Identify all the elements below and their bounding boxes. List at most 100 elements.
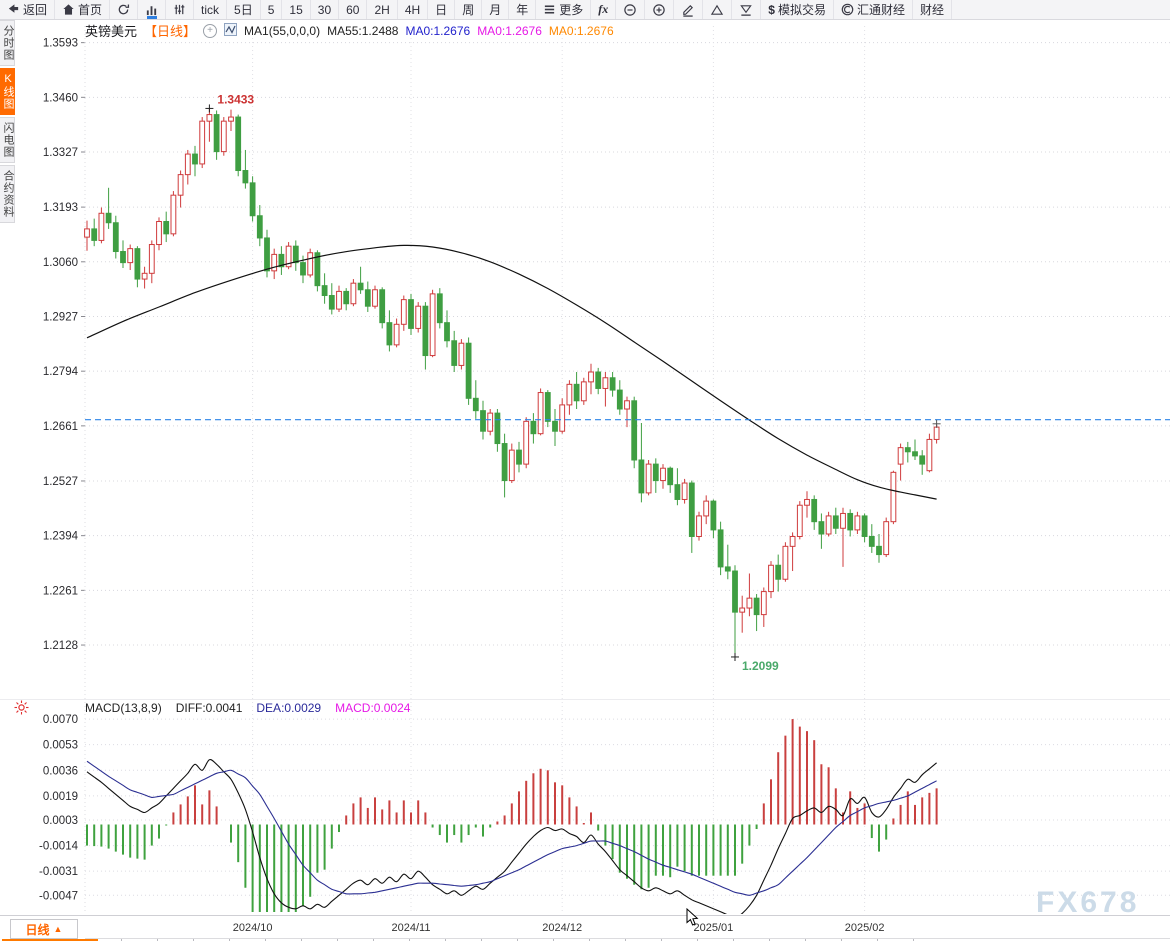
sidebar-tab-contract-info[interactable]: 合约资料 <box>0 165 15 223</box>
price-axis-label: 1.3193 <box>43 202 78 214</box>
period-selector-label: 日线 <box>25 922 50 937</box>
refresh-icon <box>117 3 130 16</box>
indicator-button[interactable] <box>166 0 195 19</box>
period-2h-label: 2H <box>374 2 390 17</box>
period-year-button[interactable]: 年 <box>509 0 537 19</box>
price-axis-label: 1.2394 <box>43 531 79 543</box>
macd-header: MACD(13,8,9) DIFF:0.0041 DEA:0.0029 MACD… <box>85 701 410 715</box>
price-axis-label: 1.2661 <box>43 421 78 433</box>
triangle-down-button[interactable] <box>732 0 762 19</box>
bar-chart-icon <box>145 3 158 16</box>
tick-button[interactable]: tick <box>194 0 228 19</box>
triangle-up-button[interactable] <box>703 0 733 19</box>
macd-axis-label: 0.0036 <box>43 765 78 777</box>
triangle-down-icon <box>739 3 753 17</box>
ma0-value-orange: MA0:1.2676 <box>548 23 614 38</box>
orange-indicator-strip <box>2 939 98 941</box>
sliders-icon <box>173 3 186 16</box>
macd-settings-icon[interactable] <box>14 700 29 720</box>
finance-button[interactable]: 财经 <box>913 0 952 19</box>
more-button[interactable]: 更多 <box>536 0 592 19</box>
chart-type-button[interactable] <box>138 0 167 19</box>
zoom-out-icon <box>623 3 637 17</box>
period-selector[interactable]: 日线 ▲ <box>10 919 78 939</box>
sidebar-tab-lightning[interactable]: 闪电图 <box>0 117 15 163</box>
macd-diff-value: DIFF:0.0041 <box>175 701 243 715</box>
price-axis-label: 1.3460 <box>43 92 78 104</box>
symbol-name: 英镑美元 <box>85 24 138 39</box>
circle-plus-icon[interactable]: + <box>203 23 218 38</box>
period-month-button[interactable]: 月 <box>482 0 510 19</box>
more-label: 更多 <box>559 3 584 17</box>
fx-icon: fx <box>598 2 609 16</box>
macd-settings-label: MACD(13,8,9) <box>85 701 162 715</box>
home-label: 首页 <box>78 3 103 17</box>
period-5-button[interactable]: 5 <box>261 0 283 19</box>
sidebar-tab-timeshare[interactable]: 分时图 <box>0 20 15 66</box>
back-icon <box>7 3 20 16</box>
more-icon <box>543 3 556 16</box>
x-axis-month-label: 2024/12 <box>542 922 583 934</box>
period-4h-label: 4H <box>404 2 421 17</box>
x-axis-month-label: 2025/02 <box>844 922 885 934</box>
high-annotation: 1.3433 <box>217 92 254 106</box>
period-4h-button[interactable]: 4H <box>398 0 429 19</box>
period-15-button[interactable]: 15 <box>282 0 311 19</box>
macd-bar-value: MACD:0.0024 <box>335 701 411 715</box>
period-week-button[interactable]: 周 <box>455 0 483 19</box>
toolbar: 返回 首页 tick 5日 5 15 30 60 2H 4H 日周月年 更多 fx $ 模拟交易 汇通财经 财经 <box>0 0 1170 20</box>
macd-axis-label: 0.0003 <box>43 815 78 827</box>
period-day-button[interactable]: 日 <box>428 0 456 19</box>
x-axis-month-label: 2024/10 <box>232 922 273 934</box>
price-axis-label: 1.2527 <box>43 476 78 488</box>
macd-dea-value: DEA:0.0029 <box>256 701 322 715</box>
period-2h-button[interactable]: 2H <box>367 0 398 19</box>
zoom-in-icon <box>652 3 666 17</box>
finance-label: 财经 <box>919 3 944 17</box>
period-30-label: 30 <box>317 2 332 17</box>
chart-header: 英镑美元 【日线】 + MA1(55,0,0,0) MA55:1.2488 MA… <box>85 21 614 40</box>
axis-minor-ticks <box>85 939 945 941</box>
period-60-button[interactable]: 60 <box>339 0 368 19</box>
ma0-value-magenta: MA0:1.2676 <box>477 23 542 38</box>
price-axis-label: 1.2261 <box>43 585 78 597</box>
fx-button[interactable]: fx <box>591 0 617 19</box>
period-tag: 【日线】 <box>144 24 197 39</box>
draw-icon <box>681 3 695 17</box>
ma-chart-icon[interactable] <box>224 22 238 39</box>
triangle-up-icon <box>710 3 724 17</box>
dollar-icon: $ <box>768 2 775 17</box>
home-button[interactable]: 首页 <box>55 0 111 19</box>
triangle-up-small-icon: ▲ <box>53 924 63 934</box>
draw-button[interactable] <box>674 0 704 19</box>
ma-settings-label: MA1(55,0,0,0) <box>244 23 321 38</box>
simulate-trade-button[interactable]: $ 模拟交易 <box>761 0 834 19</box>
sidebar-tab-kline[interactable]: K线图 <box>0 68 15 115</box>
macd-axis-label: 0.0070 <box>43 714 78 726</box>
price-axis-label: 1.3060 <box>43 257 78 269</box>
zoom-out-button[interactable] <box>616 0 646 19</box>
back-button[interactable]: 返回 <box>0 0 56 19</box>
axis-divider <box>85 938 1170 939</box>
price-axis-label: 1.3593 <box>43 38 78 50</box>
huitong-finance-button[interactable]: 汇通财经 <box>834 0 913 19</box>
period-30-button[interactable]: 30 <box>311 0 340 19</box>
macd-axis-label: -0.0031 <box>39 866 78 878</box>
period-5d-button[interactable]: 5日 <box>227 0 261 19</box>
macd-axis-label: -0.0014 <box>39 841 79 853</box>
ma0-value-blue: MA0:1.2676 <box>405 23 471 38</box>
macd-axis-label: -0.0047 <box>39 890 78 902</box>
zoom-in-button[interactable] <box>645 0 675 19</box>
x-axis-month-label: 2025/01 <box>693 922 734 934</box>
simulate-trade-label: 模拟交易 <box>777 3 826 17</box>
ht-logo-icon <box>841 3 854 16</box>
period-60-label: 60 <box>346 2 360 17</box>
period-5d-label: 5日 <box>234 3 253 17</box>
back-label: 返回 <box>23 3 48 17</box>
tick-label: tick <box>201 2 220 17</box>
home-icon <box>62 3 75 16</box>
mouse-cursor <box>686 907 699 932</box>
period-15-label: 15 <box>289 2 303 17</box>
ma55-value: MA55:1.2488 <box>327 23 399 38</box>
